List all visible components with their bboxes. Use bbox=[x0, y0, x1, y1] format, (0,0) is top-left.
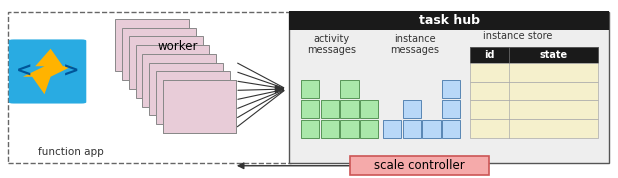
Bar bbox=[442, 80, 460, 98]
Bar bbox=[7, 12, 290, 163]
Bar bbox=[442, 100, 460, 118]
Bar bbox=[402, 100, 421, 118]
Bar bbox=[341, 100, 358, 118]
Bar bbox=[289, 11, 609, 30]
Text: >: > bbox=[62, 61, 79, 80]
Bar bbox=[122, 28, 196, 80]
Bar bbox=[149, 63, 223, 115]
Bar bbox=[442, 120, 460, 138]
Bar bbox=[301, 100, 320, 118]
Text: id: id bbox=[484, 50, 494, 60]
Bar bbox=[163, 80, 237, 133]
Text: scale controller: scale controller bbox=[374, 159, 465, 172]
Bar bbox=[156, 72, 230, 124]
Text: instance
messages: instance messages bbox=[391, 34, 439, 55]
Text: state: state bbox=[540, 50, 567, 60]
Bar bbox=[402, 120, 421, 138]
Text: worker: worker bbox=[157, 40, 198, 53]
Text: <: < bbox=[16, 61, 32, 80]
Bar bbox=[115, 19, 189, 72]
Text: instance store: instance store bbox=[483, 31, 553, 41]
Bar bbox=[470, 100, 598, 119]
Bar bbox=[341, 120, 358, 138]
Bar bbox=[383, 120, 401, 138]
Bar bbox=[301, 120, 320, 138]
Bar bbox=[163, 80, 237, 133]
Text: activity
messages: activity messages bbox=[307, 34, 356, 55]
Bar bbox=[422, 120, 441, 138]
Bar bbox=[360, 120, 378, 138]
Bar bbox=[470, 82, 598, 100]
Bar bbox=[341, 80, 358, 98]
Text: function app: function app bbox=[38, 147, 104, 157]
Bar bbox=[142, 54, 216, 106]
Polygon shape bbox=[23, 49, 72, 94]
FancyBboxPatch shape bbox=[350, 156, 489, 175]
Bar bbox=[321, 100, 339, 118]
FancyBboxPatch shape bbox=[9, 39, 87, 104]
Bar bbox=[360, 100, 378, 118]
Bar bbox=[301, 80, 320, 98]
Bar bbox=[289, 12, 609, 163]
Bar bbox=[321, 120, 339, 138]
Bar bbox=[129, 36, 203, 89]
Bar bbox=[135, 45, 210, 98]
Bar bbox=[470, 119, 598, 138]
Text: task hub: task hub bbox=[419, 14, 480, 27]
Bar bbox=[470, 63, 598, 82]
Bar bbox=[470, 47, 598, 63]
